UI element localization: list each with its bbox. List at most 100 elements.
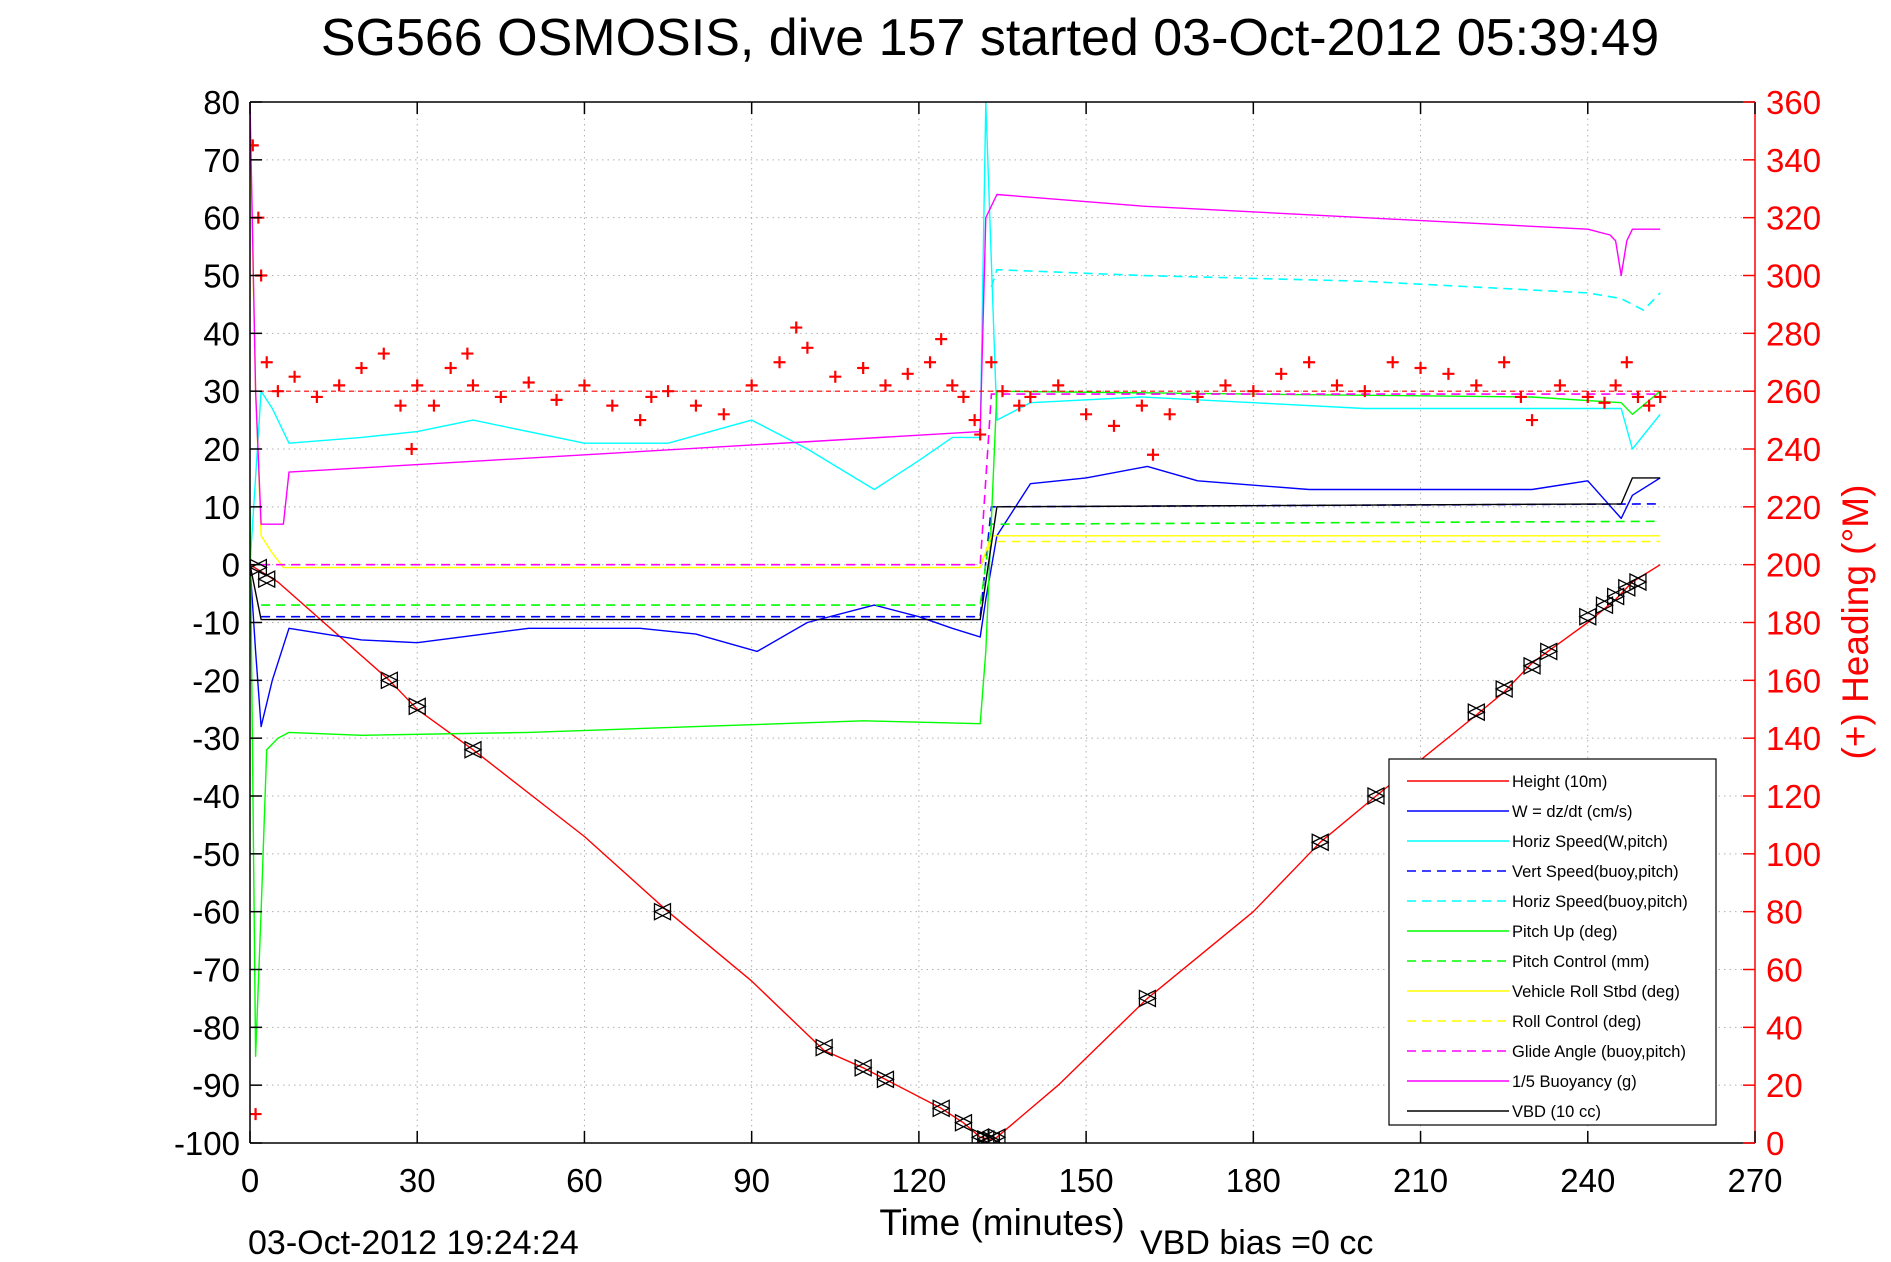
heading-point <box>1609 379 1622 392</box>
x-tick-label: 240 <box>1560 1162 1615 1199</box>
y-tick-label: 60 <box>203 200 240 237</box>
depth-marker <box>1606 587 1626 606</box>
depth-marker <box>1628 572 1648 592</box>
x-tick-label: 120 <box>891 1162 946 1199</box>
heading-point <box>250 1108 262 1121</box>
y-tick-label: 0 <box>222 547 240 584</box>
heading-point <box>1135 399 1148 412</box>
series-layer <box>250 102 1661 1141</box>
heading-point <box>250 139 259 152</box>
depth-marker <box>987 1128 1007 1143</box>
series-horiz-speed-w-pitch <box>250 102 1661 565</box>
y-tick-label: -10 <box>192 605 240 642</box>
heading-point <box>773 356 786 369</box>
x-tick-label: 90 <box>733 1162 770 1199</box>
heading-point <box>606 399 619 412</box>
depth-marker <box>1522 656 1542 675</box>
series-1-5-buoyancy-g <box>250 102 1661 525</box>
heading-point <box>461 347 474 360</box>
heading-point <box>1013 399 1026 412</box>
heading-point <box>829 370 842 383</box>
heading-point <box>946 379 959 392</box>
heading-point <box>310 390 323 403</box>
heading-point <box>1514 390 1527 403</box>
heading-point <box>394 399 407 412</box>
heading-point <box>1219 379 1232 392</box>
heading-point <box>1442 367 1455 380</box>
heading-point <box>1107 419 1120 432</box>
series-pitch-up-deg <box>250 390 1661 1058</box>
y2-tick-label: 360 <box>1766 84 1821 121</box>
y-tick-label: 20 <box>203 431 240 468</box>
depth-marker <box>1466 703 1486 722</box>
heading-point <box>288 370 301 383</box>
y2-tick-label: 180 <box>1766 605 1821 642</box>
y-tick-label: 10 <box>203 489 240 526</box>
depth-marker <box>1539 642 1559 661</box>
depth-marker <box>1494 679 1514 699</box>
heading-point <box>857 362 870 375</box>
heading-point <box>1163 408 1176 421</box>
x-tick-label: 0 <box>241 1162 259 1199</box>
y-tick-label: -40 <box>192 778 240 815</box>
heading-point <box>427 399 440 412</box>
depth-markers <box>250 558 1648 1143</box>
y-tick-label: -20 <box>192 662 240 699</box>
y-tick-label: 50 <box>203 258 240 295</box>
heading-point <box>968 414 981 427</box>
heading-point <box>745 379 758 392</box>
heading-point <box>1414 362 1427 375</box>
x-tick-label: 150 <box>1059 1162 1114 1199</box>
depth-marker <box>1310 833 1330 852</box>
heading-point <box>996 385 1009 398</box>
legend-box <box>1388 758 1717 1126</box>
heading-point <box>377 347 390 360</box>
heading-point <box>1191 390 1204 403</box>
y2-axis-label: (+) Heading (°M) <box>1835 485 1876 760</box>
y-tick-label: 30 <box>203 373 240 410</box>
depth-marker <box>853 1058 873 1077</box>
heading-point <box>985 356 998 369</box>
y2-tick-label: 320 <box>1766 200 1821 237</box>
heading-point <box>901 367 914 380</box>
heading-point <box>355 362 368 375</box>
heading-point <box>271 385 284 398</box>
heading-point <box>689 399 702 412</box>
legend-label-horiz-speed-buoy-pitch: Horiz Speed(buoy,pitch) <box>1512 893 1688 911</box>
y2-tick-label: 60 <box>1766 952 1803 989</box>
legend-label-pitch-up-deg: Pitch Up (deg) <box>1512 923 1617 941</box>
heading-point <box>1631 390 1644 403</box>
heading-point <box>935 333 948 346</box>
y2-tick-label: 0 <box>1766 1125 1784 1162</box>
y2-tick-label: 140 <box>1766 720 1821 757</box>
heading-point <box>1553 379 1566 392</box>
depth-marker <box>1137 989 1157 1008</box>
legend-label-w-dz-dt-cm-s: W = dz/dt (cm/s) <box>1512 803 1633 821</box>
y2-tick-label: 120 <box>1766 778 1821 815</box>
legend-label-height-10m: Height (10m) <box>1512 773 1607 791</box>
legend-label-vert-speed-buoy-pitch: Vert Speed(buoy,pitch) <box>1512 863 1679 881</box>
y-tick-label: -80 <box>192 1009 240 1046</box>
legend-label-horiz-speed-w-pitch: Horiz Speed(W,pitch) <box>1512 833 1668 851</box>
y-axis-ticks: 80 70 60 50 40 30 20 10 0 -10 -20 -30 -40 -50 -60 -70 -8… <box>174 84 262 1162</box>
legend: Height (10m) W = dz/dt (cm/s) Horiz Speed(… <box>1388 758 1717 1126</box>
heading-point <box>1498 356 1511 369</box>
x-tick-label: 210 <box>1393 1162 1448 1199</box>
series-vbd-10-cc <box>250 477 1661 621</box>
heading-point <box>1620 356 1633 369</box>
x-axis-label: Time (minutes) <box>879 1202 1124 1243</box>
y2-tick-label: 100 <box>1766 836 1821 873</box>
heading-point <box>1386 356 1399 369</box>
heading-point <box>1024 390 1037 403</box>
depth-marker <box>1366 786 1386 806</box>
heading-point <box>717 408 730 421</box>
y2-tick-label: 260 <box>1766 373 1821 410</box>
depth-marker <box>814 1038 834 1057</box>
heading-point <box>1526 414 1539 427</box>
heading-point <box>1052 379 1065 392</box>
y2-tick-label: 300 <box>1766 258 1821 295</box>
heading-point <box>1080 408 1093 421</box>
depth-marker <box>463 740 483 759</box>
y-tick-label: 80 <box>203 84 240 121</box>
